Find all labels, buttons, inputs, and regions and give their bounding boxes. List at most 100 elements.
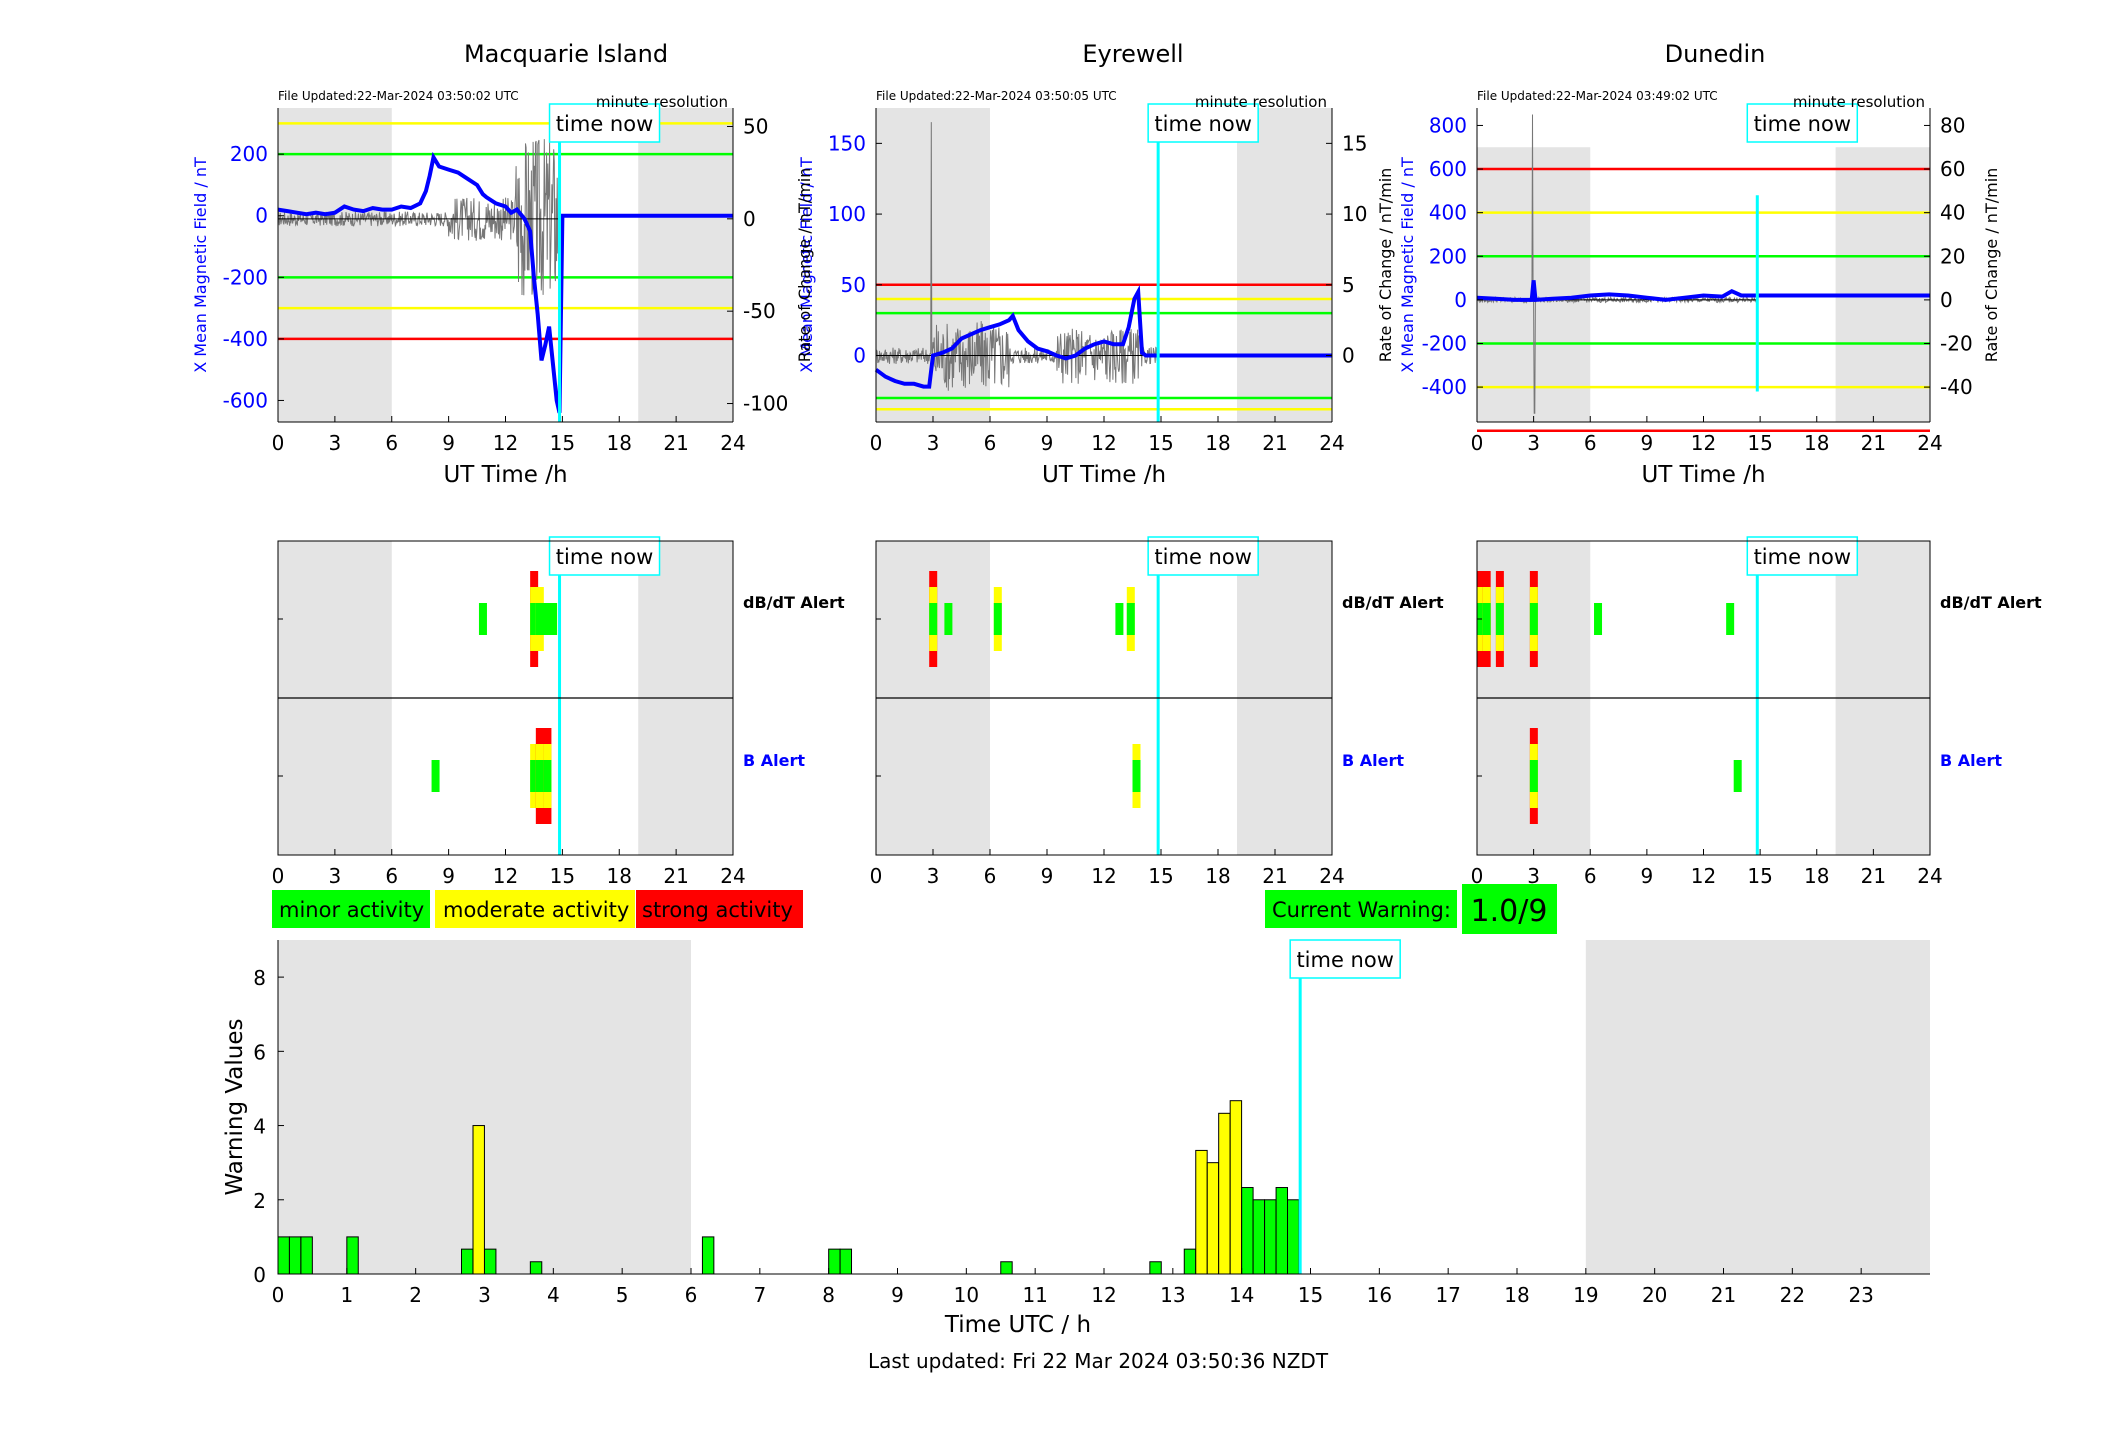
rate-of-change-trace xyxy=(875,122,1159,391)
x-tick-label: 15 xyxy=(1747,431,1772,455)
y-right-tick-label: 0 xyxy=(1940,288,1953,312)
y-right-tick-label: 0 xyxy=(743,207,756,231)
warning-bar xyxy=(701,1236,715,1275)
x-tick-label: 21 xyxy=(1711,1283,1736,1307)
alert-minor xyxy=(530,603,539,635)
x-tick-label: 9 xyxy=(442,431,455,455)
x-tick-label: 21 xyxy=(1861,864,1886,888)
x-tick-label: 18 xyxy=(1504,1283,1529,1307)
y-right-tick-label: 80 xyxy=(1940,113,1965,137)
alert-minor xyxy=(1594,603,1603,635)
field-trace xyxy=(277,151,733,414)
y-left-tick-label: 100 xyxy=(828,202,866,226)
macquarie-field-plot: time now 0 3 6 9 12 15 18 21 24 UT Time /h 200 0 -200… xyxy=(191,89,788,488)
x-tick-label: 18 xyxy=(1205,431,1230,455)
x-tick-label: 12 xyxy=(1091,1283,1116,1307)
current-warning-label: Current Warning: xyxy=(1272,898,1451,922)
alert-minor xyxy=(1126,603,1135,635)
legend-strong-label: strong activity xyxy=(642,898,793,922)
alert-minor xyxy=(530,760,539,792)
activity-legend: minor activity moderate activity strong … xyxy=(272,890,803,928)
alert-minor xyxy=(535,760,544,792)
time-now-label: time now xyxy=(1754,112,1851,136)
time-now-label-box xyxy=(548,536,661,576)
b-alert-label: B Alert xyxy=(1342,751,1404,770)
x-tick-label: 14 xyxy=(1229,1283,1254,1307)
current-warning-value: 1.0/9 xyxy=(1471,894,1548,929)
alert-minor xyxy=(541,603,550,635)
alert-minor xyxy=(1726,603,1735,635)
alert-minor xyxy=(1529,603,1538,635)
warning-bar xyxy=(461,1248,474,1275)
x-tick-label: 6 xyxy=(385,431,398,455)
x-tick-label: 23 xyxy=(1848,1283,1873,1307)
time-now-label: time now xyxy=(1754,545,1851,569)
x-tick-label: 0 xyxy=(272,864,285,888)
y-left-axis-label: X Mean Magnetic Field / nT xyxy=(1398,157,1417,373)
y-right-tick-label: -50 xyxy=(743,299,776,323)
time-now-label-box xyxy=(1147,103,1259,143)
y-left-tick-label: -600 xyxy=(223,388,268,412)
x-tick-label: 9 xyxy=(891,1283,904,1307)
current-warning-value-box xyxy=(1462,884,1557,934)
x-tick-label: 9 xyxy=(1041,864,1054,888)
y-right-tick-label: -100 xyxy=(743,392,788,416)
y-left-tick-label: 200 xyxy=(230,142,268,166)
b-alert-mark xyxy=(535,728,544,824)
alert-minor xyxy=(1482,603,1491,635)
current-warning: Current Warning: 1.0/9 xyxy=(1265,884,1557,934)
x-tick-label: 9 xyxy=(1641,864,1654,888)
x-tick-label: 18 xyxy=(607,864,632,888)
warning-bar xyxy=(1287,1199,1300,1275)
x-tick-label: 15 xyxy=(1298,1283,1323,1307)
dbdt-alert-mark xyxy=(1482,571,1491,667)
x-tick-label: 3 xyxy=(927,431,940,455)
alert-minor xyxy=(535,603,544,635)
x-tick-label: 11 xyxy=(1022,1283,1047,1307)
y-left-tick-label: 0 xyxy=(853,344,866,368)
y-right-axis-label: Rate of Change / nT/min xyxy=(1982,168,2001,363)
x-tick-label: 24 xyxy=(720,431,745,455)
field-trace xyxy=(874,284,1332,389)
y-right-tick-label: 20 xyxy=(1940,244,1965,268)
legend-minor-swatch xyxy=(272,890,430,928)
alert-minor xyxy=(929,603,938,635)
x-tick-label: 21 xyxy=(1262,864,1287,888)
time-now-label-box xyxy=(1147,536,1259,576)
alert-minor xyxy=(431,760,440,792)
alert-minor xyxy=(1115,603,1124,635)
time-now-label-box xyxy=(1289,939,1401,979)
x-tick-label: 12 xyxy=(1691,864,1716,888)
y-right-tick-label: 60 xyxy=(1940,157,1965,181)
x-tick-label: 18 xyxy=(1804,864,1829,888)
x-tick-label: 16 xyxy=(1367,1283,1392,1307)
warning-bar xyxy=(839,1248,853,1275)
x-tick-label: 3 xyxy=(329,864,342,888)
warning-bar xyxy=(300,1236,313,1275)
time-now-label: time now xyxy=(556,112,653,136)
time-now-label-box xyxy=(1746,103,1859,143)
x-tick-label: 8 xyxy=(822,1283,835,1307)
warning-bar xyxy=(529,1261,543,1275)
x-tick-label: 2 xyxy=(409,1283,422,1307)
legend-moderate-label: moderate activity xyxy=(443,898,629,922)
warning-bar xyxy=(288,1236,302,1275)
x-tick-label: 0 xyxy=(272,431,285,455)
y-left-tick-label: 150 xyxy=(828,131,866,155)
x-tick-label: 24 xyxy=(1319,864,1344,888)
x-axis-label: UT Time /h xyxy=(443,462,567,488)
file-updated-text: File Updated:22-Mar-2024 03:50:02 UTC xyxy=(278,89,519,103)
x-tick-label: 24 xyxy=(1917,864,1942,888)
b-alert-mark xyxy=(431,760,440,792)
x-tick-label: 15 xyxy=(550,864,575,888)
x-tick-label: 3 xyxy=(927,864,940,888)
resolution-text: minute resolution xyxy=(596,93,728,111)
x-tick-label: 3 xyxy=(1527,431,1540,455)
x-tick-label: 21 xyxy=(663,864,688,888)
b-alert-mark xyxy=(1733,760,1742,792)
alert-minor xyxy=(1733,760,1742,792)
x-tick-label: 18 xyxy=(1804,431,1829,455)
dbdt-alert-label: dB/dT Alert xyxy=(743,593,845,612)
x-tick-label: 15 xyxy=(1148,864,1173,888)
dbdt-alert-label: dB/dT Alert xyxy=(1342,593,1444,612)
